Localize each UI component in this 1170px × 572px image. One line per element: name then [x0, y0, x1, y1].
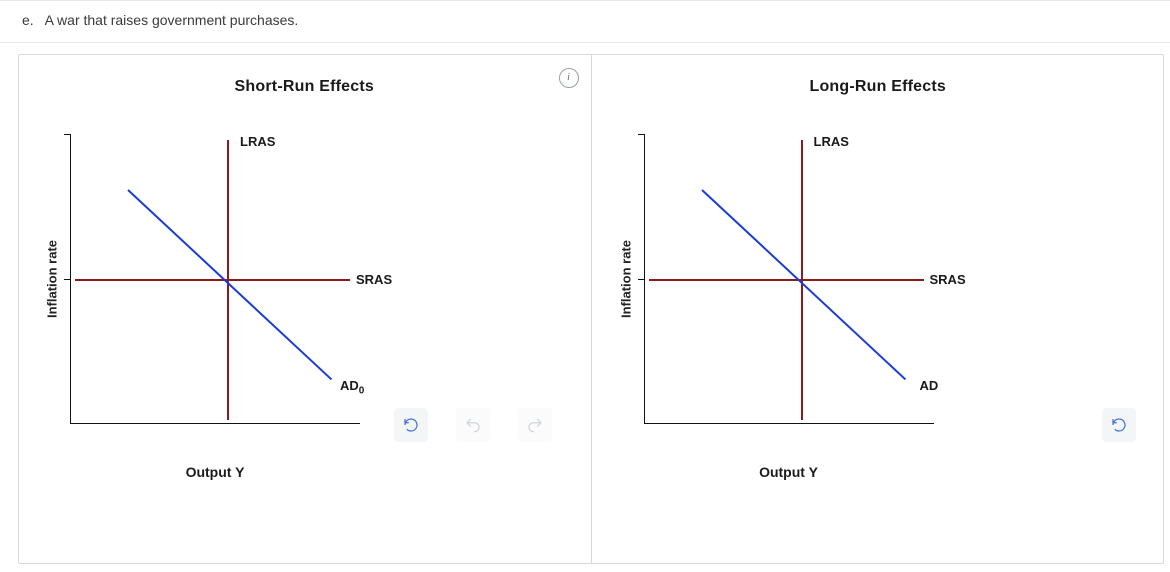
curve-sras[interactable] — [75, 279, 350, 281]
axis-label-x: Output Y — [644, 464, 934, 480]
curve-ad[interactable] — [701, 189, 906, 380]
panels: Short-Run Effects i LRAS SRAS AD0 Inflat… — [18, 54, 1164, 564]
axis-tick — [638, 134, 644, 135]
axis-x — [70, 423, 360, 424]
axis-y — [70, 134, 71, 424]
label-ad-sub: 0 — [359, 386, 365, 397]
axis-label-y: Inflation rate — [618, 240, 633, 318]
undo-button[interactable] — [456, 408, 490, 442]
panel-title-short-run: Short-Run Effects — [18, 78, 591, 96]
prompt-text: A war that raises government purchases. — [45, 12, 299, 28]
label-ad-text: AD — [340, 378, 359, 393]
toolbar-long-run — [1102, 408, 1136, 442]
mid-rule — [0, 42, 1170, 43]
refresh-icon — [1110, 416, 1128, 434]
label-sras: SRAS — [356, 272, 392, 287]
axis-label-y: Inflation rate — [45, 240, 60, 318]
curve-sras[interactable] — [649, 279, 924, 281]
top-rule — [0, 0, 1170, 1]
reset-button[interactable] — [1102, 408, 1136, 442]
panel-title-long-run: Long-Run Effects — [592, 78, 1165, 96]
axis-x — [644, 423, 934, 424]
axis-tick — [64, 134, 70, 135]
redo-button[interactable] — [518, 408, 552, 442]
label-lras: LRAS — [814, 134, 849, 149]
axis-tick — [638, 279, 644, 280]
refresh-icon — [402, 416, 420, 434]
label-ad: AD — [920, 378, 939, 393]
reset-button[interactable] — [394, 408, 428, 442]
axis-label-x: Output Y — [70, 464, 360, 480]
label-lras: LRAS — [240, 134, 275, 149]
label-sras: SRAS — [930, 272, 966, 287]
info-icon[interactable]: i — [559, 68, 579, 88]
diagram-short-run[interactable]: LRAS SRAS AD0 Inflation rate Output Y — [70, 134, 360, 424]
diagram-long-run[interactable]: LRAS SRAS AD Inflation rate Output Y — [644, 134, 934, 424]
panel-long-run: Long-Run Effects LRAS SRAS AD Inflation … — [591, 54, 1165, 564]
curve-ad[interactable] — [127, 189, 332, 380]
question-prompt: e. A war that raises government purchase… — [22, 12, 298, 28]
redo-icon — [526, 416, 544, 434]
toolbar-short-run — [394, 408, 552, 442]
label-ad: AD0 — [340, 378, 364, 397]
undo-icon — [464, 416, 482, 434]
prompt-letter: e. — [22, 12, 34, 28]
axis-y — [644, 134, 645, 424]
axis-tick — [64, 279, 70, 280]
panel-short-run: Short-Run Effects i LRAS SRAS AD0 Inflat… — [18, 54, 591, 564]
